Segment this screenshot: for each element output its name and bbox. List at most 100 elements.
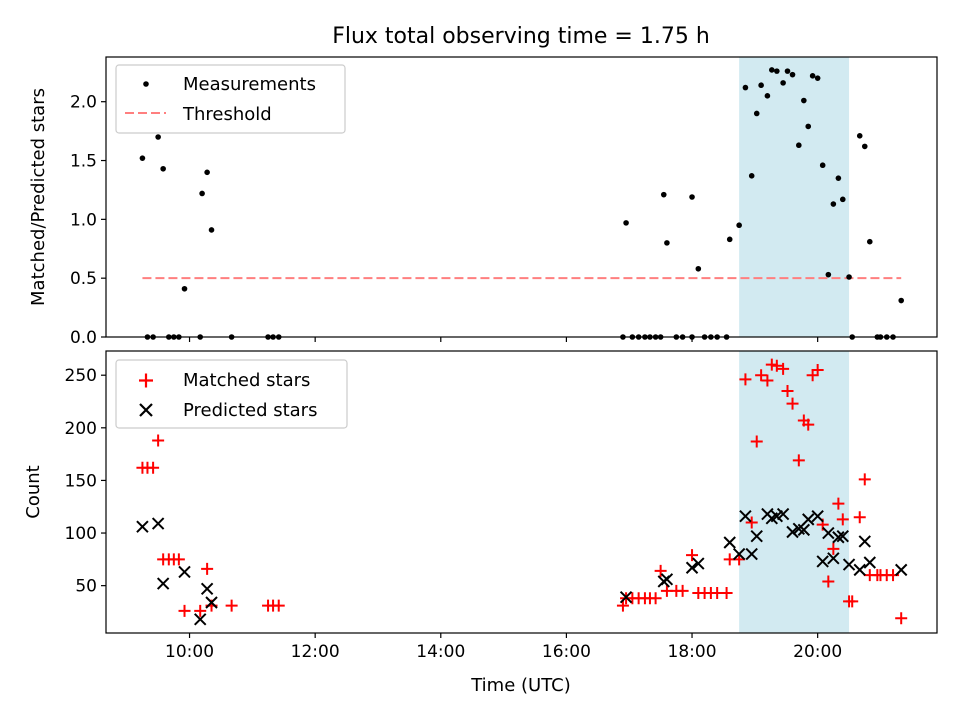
y-tick-label: 1.5: [70, 152, 97, 172]
matched-star-point: [792, 454, 805, 467]
top-axes-frame: [105, 56, 938, 338]
measurement-point: [774, 68, 780, 74]
top-x-ticks: [188, 337, 819, 342]
measurement-point: [160, 165, 166, 172]
measurement-point: [623, 220, 629, 226]
measurement-point: [780, 80, 786, 86]
matched-star-point: [178, 604, 191, 617]
measurement-point: [789, 71, 796, 78]
predicted-star-point: [136, 520, 149, 533]
predicted-stars-points: [136, 507, 908, 626]
measurement-point: [199, 190, 205, 197]
matched-star-point: [654, 564, 667, 577]
y-tick-label: 200: [65, 419, 97, 439]
measurement-point: [898, 297, 904, 304]
matched-star-point: [853, 511, 866, 524]
measurement-point: [748, 173, 755, 179]
x-axis-label: Time (UTC): [470, 675, 571, 696]
matched-star-point: [781, 384, 794, 397]
top-legend-box: [115, 64, 346, 134]
y-tick-label: 250: [65, 366, 97, 386]
x-tick-label: 14:00: [416, 642, 465, 662]
measurements-legend-marker: [143, 81, 149, 87]
predicted-star-point: [200, 582, 214, 596]
measurement-point: [764, 93, 771, 99]
predicted-star-point: [194, 613, 207, 626]
measurement-point: [769, 67, 775, 73]
top-panel: 0.00.51.01.52.0 Matched/Predicted stars …: [28, 56, 938, 348]
predicted-star-point: [811, 509, 824, 523]
measurement-point: [181, 285, 188, 292]
x-tick-label: 10:00: [165, 642, 214, 662]
predicted-star-point: [894, 563, 908, 577]
predicted-star-point: [739, 509, 752, 523]
matched-star-point: [811, 363, 824, 376]
measurement-point: [839, 196, 846, 203]
predicted-star-point: [853, 563, 866, 577]
measurement-point: [753, 110, 760, 117]
y-tick-label: 100: [65, 524, 97, 544]
matched-star-point: [225, 599, 238, 612]
matched-star-point: [846, 595, 859, 608]
bottom-legend-box: [115, 359, 348, 429]
top-legend: Measurements Threshold: [115, 64, 346, 134]
matched-star-point: [822, 575, 835, 588]
measurement-point: [856, 133, 863, 139]
measurement-point: [664, 240, 670, 246]
matched-star-point: [836, 513, 849, 526]
predicted-star-point: [750, 529, 763, 543]
predicted-star-point: [816, 555, 829, 568]
measurement-point: [805, 123, 812, 130]
matched-star-point: [777, 362, 790, 375]
measurement-point: [825, 271, 832, 278]
matched-star-point: [152, 434, 165, 447]
matched-legend-marker: [139, 373, 153, 388]
top-y-ticks: 0.0 0.5 1.0 1.5 2.0: [70, 93, 106, 348]
predicted-star-point: [745, 547, 758, 561]
measurement-point: [204, 169, 210, 176]
measurement-point: [695, 265, 702, 272]
predicted-star-point: [685, 561, 699, 574]
matched-star-point: [895, 612, 908, 625]
predicted-star-point: [802, 513, 815, 526]
measurement-point: [819, 162, 826, 169]
measurement-point: [758, 82, 764, 89]
measurement-point: [660, 191, 667, 198]
predicted-star-point: [836, 529, 849, 543]
predicted-star-point: [776, 507, 790, 521]
matched-star-point: [172, 553, 185, 566]
matched-star-point: [745, 516, 758, 529]
measurement-point: [809, 73, 816, 79]
matched-star-point: [201, 562, 214, 575]
measurement-point: [861, 143, 868, 150]
predicted-star-point: [732, 547, 746, 561]
predicted-star-point: [858, 535, 871, 548]
predicted-star-point: [205, 596, 218, 609]
bottom-panel: 10:00 12:00 14:00 16:00 18:00 20:00 50 100 150 2…: [23, 350, 938, 696]
matched-star-point: [720, 587, 733, 600]
predicted-star-point: [832, 531, 845, 544]
matched-star-point: [750, 435, 763, 448]
bottom-legend: Matched stars Predicted stars: [115, 359, 348, 429]
predicted-star-point: [692, 557, 705, 570]
matched-star-point: [770, 359, 783, 372]
x-tick-label: 18:00: [668, 642, 717, 662]
measurement-point: [796, 142, 802, 149]
matched-star-point: [272, 599, 285, 612]
top-shaded-region: [739, 57, 850, 337]
bottom-x-ticks: 10:00 12:00 14:00 16:00 18:00 20:00: [165, 633, 842, 662]
predicted-star-point: [863, 556, 876, 569]
measurement-point: [726, 236, 733, 243]
y-tick-label: 50: [75, 577, 97, 597]
measurement-point: [208, 227, 215, 233]
measurement-point: [846, 274, 852, 280]
matched-star-point: [765, 358, 778, 371]
matched-star-point: [802, 418, 815, 431]
matched-star-point: [832, 497, 845, 510]
bottom-y-axis-label: Count: [23, 465, 44, 518]
measurement-point: [689, 194, 695, 200]
measurement-point: [139, 155, 146, 161]
y-tick-label: 150: [65, 471, 97, 491]
matched-star-point: [827, 542, 840, 555]
